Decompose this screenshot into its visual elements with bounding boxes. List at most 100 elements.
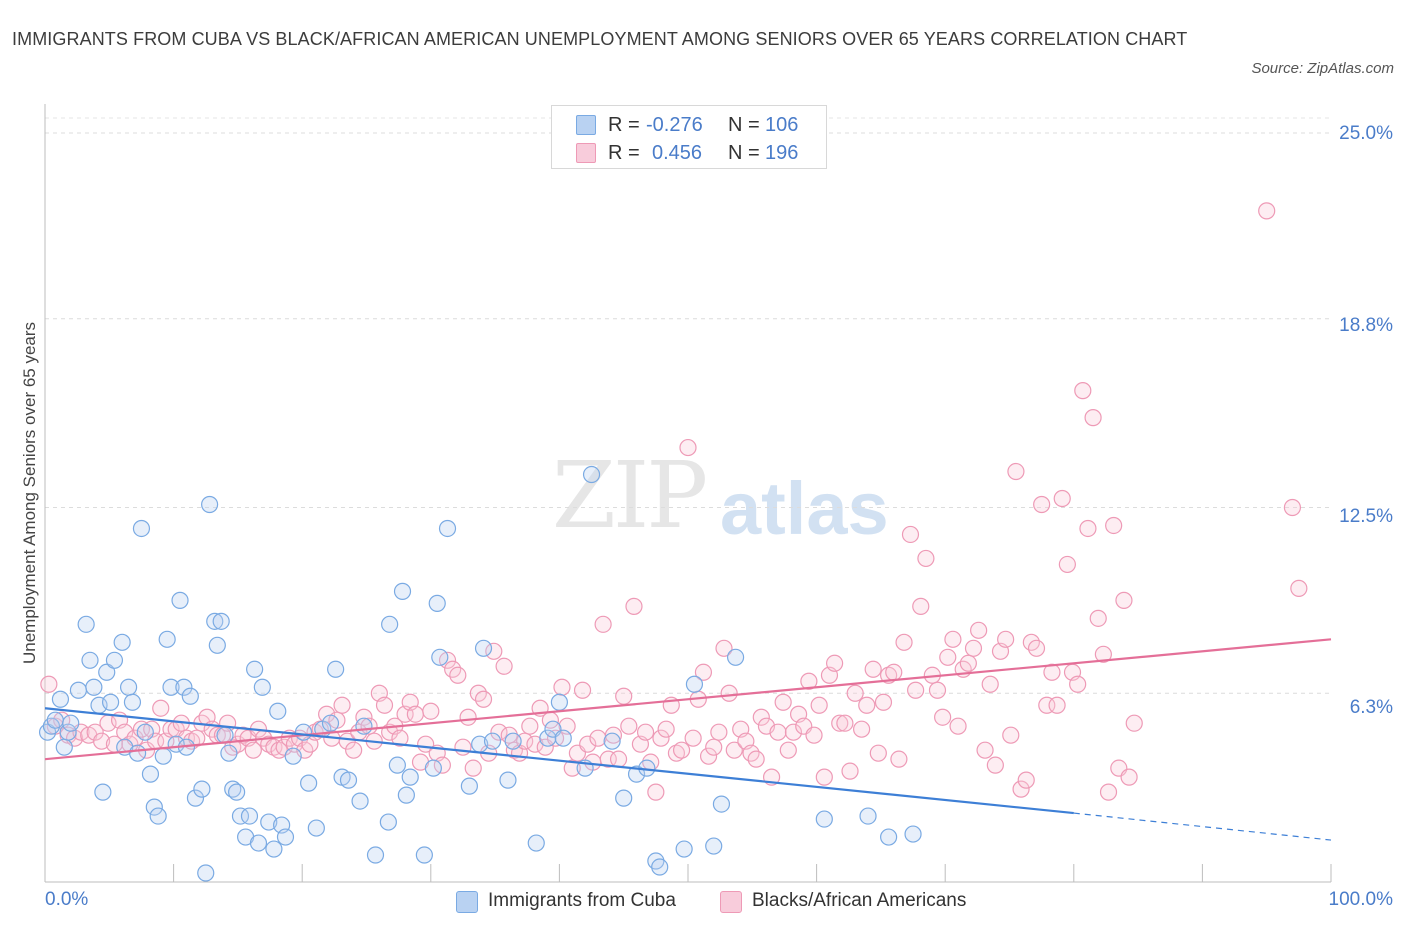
x-tick-label-min: 0.0%	[45, 889, 89, 910]
point-cuba	[675, 840, 693, 858]
point-black-african-american	[725, 741, 743, 759]
point-cuba	[220, 744, 238, 762]
point-black-african-american	[890, 750, 908, 768]
watermark-atlas: atlas	[720, 467, 889, 550]
point-cuba	[554, 729, 572, 747]
point-black-african-american	[869, 744, 887, 762]
point-black-african-american	[805, 726, 823, 744]
point-black-african-american	[667, 744, 686, 762]
point-black-african-american	[92, 732, 111, 750]
y-tick-label: 12.5%	[1339, 506, 1393, 527]
point-cuba	[231, 807, 250, 825]
point-black-african-american	[490, 723, 508, 741]
point-black-african-american	[1084, 409, 1102, 427]
watermark-zip: ZIP	[552, 442, 708, 549]
point-cuba	[415, 846, 433, 864]
point-black-african-american	[800, 672, 818, 690]
point-cuba	[504, 732, 522, 750]
point-cuba	[712, 795, 731, 813]
point-black-african-american	[1115, 591, 1133, 609]
point-cuba	[428, 594, 446, 612]
point-black-african-american	[1283, 498, 1302, 517]
point-black-african-american	[747, 750, 765, 768]
legend-n-value-cuba: 106	[765, 114, 799, 136]
point-cuba	[46, 711, 64, 729]
point-cuba	[276, 828, 295, 846]
point-black-african-american	[810, 696, 828, 714]
point-black-african-american	[40, 675, 58, 693]
point-cuba	[62, 714, 80, 732]
point-black-african-american	[774, 693, 792, 711]
point-black-african-american	[684, 729, 702, 747]
point-black-african-american	[657, 720, 675, 738]
point-black-african-american	[579, 735, 597, 753]
point-black-african-american	[1048, 696, 1066, 714]
point-cuba	[300, 774, 318, 792]
point-black-african-american	[917, 549, 935, 568]
point-cuba	[327, 660, 345, 678]
point-black-african-american	[976, 741, 994, 759]
point-cuba	[339, 771, 358, 789]
point-cuba	[197, 864, 215, 882]
point-black-african-american	[625, 597, 643, 615]
point-black-african-american	[949, 717, 967, 735]
point-black-african-american	[769, 723, 787, 741]
point-cuba	[726, 648, 745, 666]
point-black-african-american	[1258, 202, 1276, 220]
point-black-african-american	[858, 696, 876, 714]
point-black-african-american	[275, 738, 293, 756]
point-black-african-american	[563, 759, 581, 777]
point-black-african-american	[895, 633, 913, 651]
point-cuba	[904, 825, 922, 843]
point-black-african-american	[964, 639, 983, 657]
point-black-african-american	[907, 681, 925, 699]
legend-n-label: N =	[728, 114, 760, 136]
point-cuba	[424, 759, 442, 777]
point-cuba	[527, 834, 545, 852]
point-cuba	[460, 777, 478, 795]
point-black-african-american	[1125, 714, 1143, 732]
point-cuba	[101, 693, 120, 711]
legend-r-value-black: 0.456	[652, 142, 703, 164]
point-black-african-american	[901, 525, 920, 544]
point-cuba	[260, 813, 278, 831]
point-black-african-american	[1074, 382, 1092, 400]
point-cuba	[123, 693, 142, 711]
point-cuba	[246, 660, 264, 678]
point-cuba	[98, 663, 116, 681]
x-tick-label-max: 100.0%	[1328, 889, 1393, 910]
point-black-african-american	[826, 654, 844, 672]
point-black-african-american	[244, 741, 262, 759]
point-cuba	[94, 783, 112, 801]
bottom-legend-swatch-cuba	[456, 891, 478, 913]
point-cuba	[186, 789, 205, 807]
legend-n-label: N =	[728, 142, 760, 164]
point-cuba	[397, 786, 415, 804]
point-black-african-american	[620, 717, 638, 735]
point-cuba	[651, 858, 669, 876]
trendline-cuba-extension	[1073, 812, 1332, 841]
point-black-african-american	[652, 729, 670, 747]
point-black-african-american	[836, 714, 854, 732]
point-black-african-american	[986, 756, 1004, 774]
point-cuba	[366, 846, 385, 864]
point-cuba	[253, 678, 271, 696]
point-black-african-american	[86, 723, 104, 741]
point-cuba	[603, 732, 621, 750]
point-black-african-american	[710, 723, 728, 741]
point-black-african-american	[647, 783, 665, 801]
point-black-african-american	[959, 654, 977, 672]
point-black-african-american	[831, 714, 849, 732]
point-cuba	[355, 717, 373, 735]
point-black-african-american	[474, 690, 493, 708]
point-cuba	[128, 744, 147, 762]
point-cuba	[381, 615, 399, 633]
point-black-african-american	[1053, 489, 1071, 508]
point-cuba	[228, 783, 246, 801]
point-cuba	[136, 723, 154, 741]
point-black-african-american	[338, 732, 356, 750]
point-black-african-american	[705, 738, 723, 756]
point-cuba	[379, 813, 397, 831]
point-black-african-american	[853, 720, 871, 738]
